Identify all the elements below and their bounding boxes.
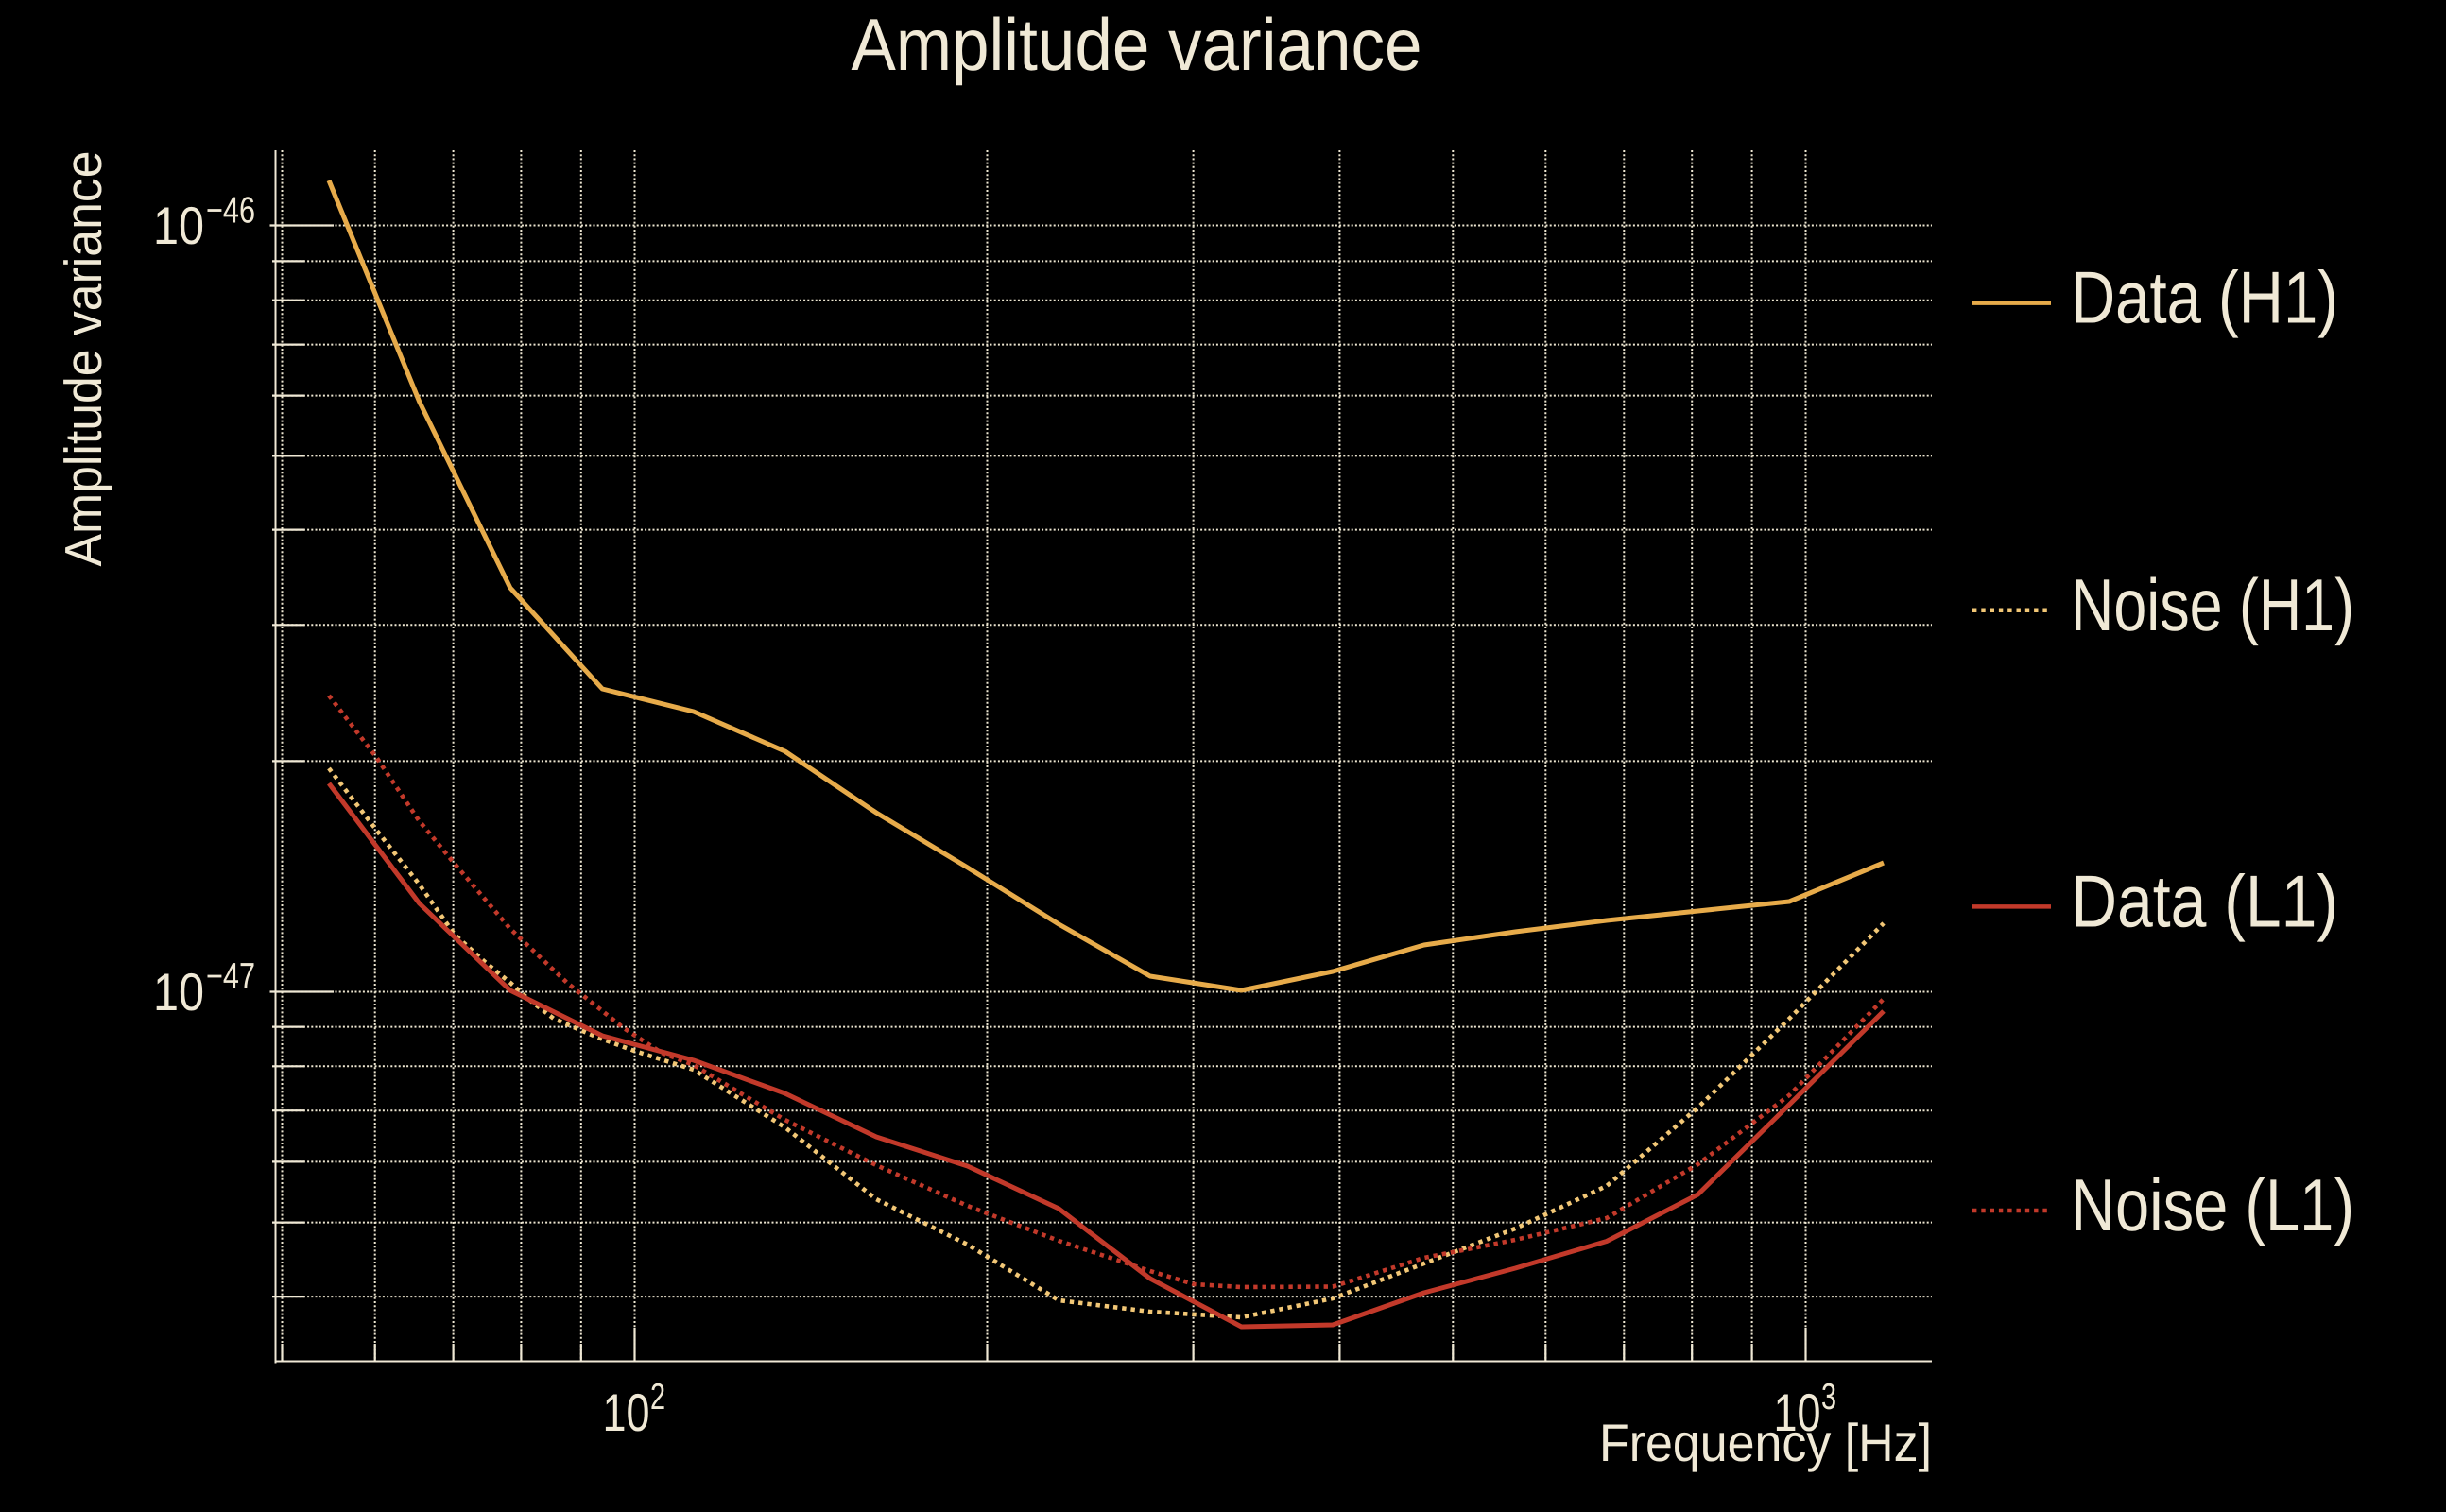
svg-text:Data (H1): Data (H1) [2071,256,2338,339]
svg-text:−47: −47 [206,956,255,997]
svg-text:10: 10 [153,962,204,1022]
svg-text:Amplitude variance: Amplitude variance [852,3,1422,86]
svg-text:10: 10 [1774,1383,1821,1442]
svg-text:10: 10 [153,196,204,255]
svg-text:2: 2 [650,1377,665,1418]
svg-text:Noise (H1): Noise (H1) [2071,563,2354,646]
svg-text:Data (L1): Data (L1) [2071,860,2338,943]
svg-text:3: 3 [1821,1377,1836,1418]
svg-text:Noise (L1): Noise (L1) [2071,1163,2354,1246]
svg-text:Frequency [Hz]: Frequency [Hz] [1599,1413,1932,1472]
svg-text:Amplitude variance: Amplitude variance [54,151,112,567]
svg-text:−46: −46 [206,191,255,232]
svg-text:10: 10 [603,1383,650,1442]
